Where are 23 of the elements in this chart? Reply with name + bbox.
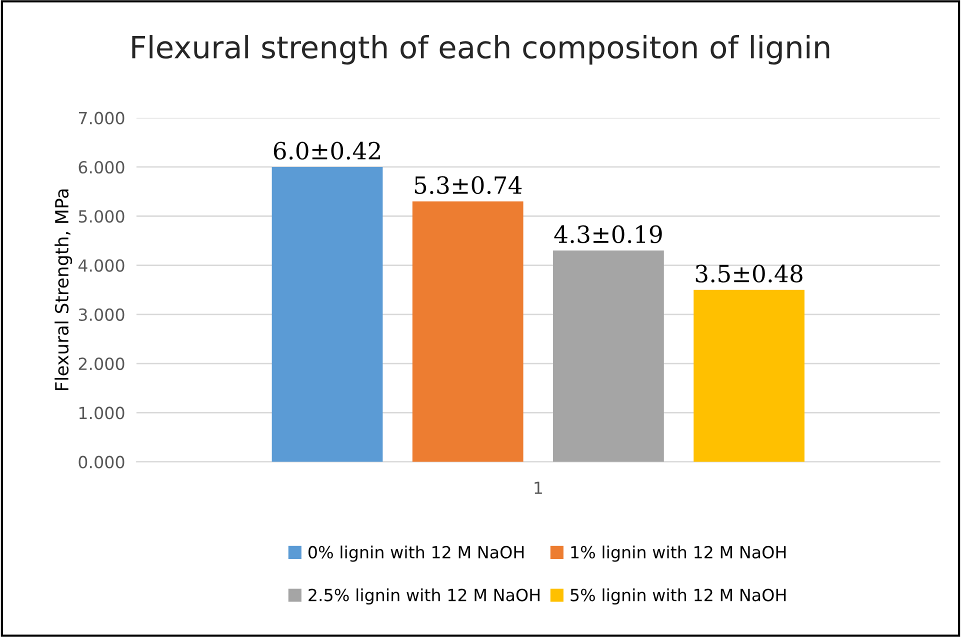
y-tick-label: 5.000 bbox=[78, 210, 124, 223]
x-tick-label: 1 bbox=[534, 482, 542, 494]
y-tick-label: 3.000 bbox=[78, 308, 124, 321]
y-axis-title: Flexural Strength, MPa bbox=[54, 190, 72, 390]
bar bbox=[553, 250, 664, 462]
bar bbox=[412, 201, 524, 462]
legend-label: 1% lignin with 12 M NaOH bbox=[571, 546, 786, 562]
y-tick-label: 6.000 bbox=[78, 160, 124, 174]
y-tick-label: 0.000 bbox=[78, 456, 124, 468]
bar bbox=[272, 166, 383, 462]
legend-label: 2.5% lignin with 12 M NaOH bbox=[308, 588, 540, 605]
y-tick-label: 2.000 bbox=[78, 358, 124, 370]
y-tick-label: 7.000 bbox=[79, 112, 124, 124]
legend-label: 5% lignin with 12 M NaOH bbox=[570, 588, 786, 605]
legend-label: 0% lignin with 12 M NaOH bbox=[308, 546, 524, 562]
data-label: 4.3±0.19 bbox=[554, 225, 662, 244]
y-tick-label: 4.000 bbox=[78, 259, 124, 272]
y-tick-label: 1.000 bbox=[79, 406, 124, 420]
chart-title: Flexural strength of each compositon of lignin bbox=[132, 35, 830, 65]
bar bbox=[694, 290, 804, 462]
data-label: 6.0±0.42 bbox=[274, 142, 380, 160]
data-label: 5.3±0.74 bbox=[414, 176, 522, 194]
data-label: 3.5±0.48 bbox=[696, 264, 802, 282]
